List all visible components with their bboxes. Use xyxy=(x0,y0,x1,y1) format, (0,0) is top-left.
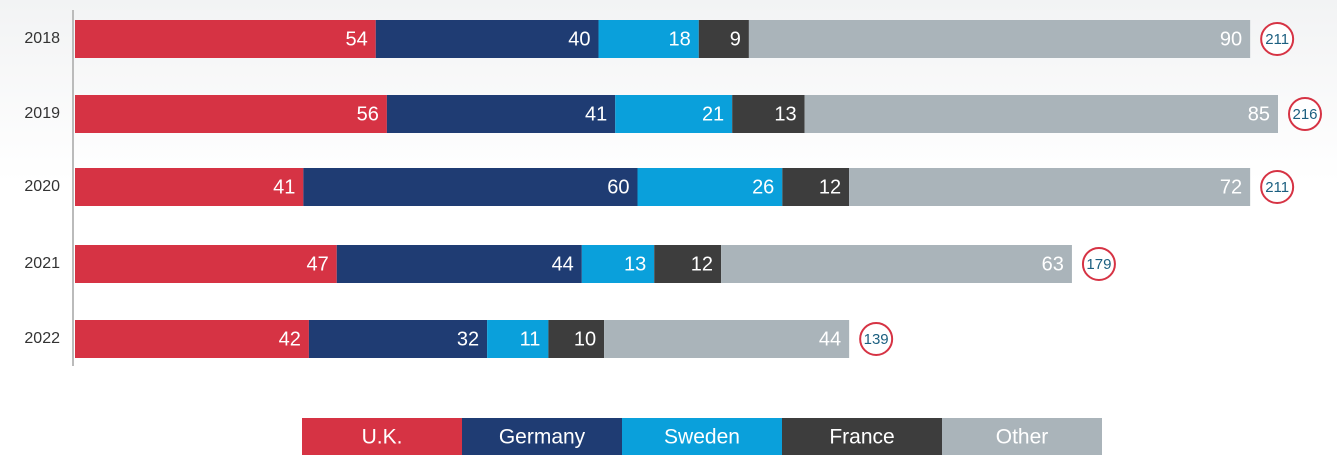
data-label: 13 xyxy=(624,253,646,275)
data-label: 26 xyxy=(752,176,774,198)
bar-segment xyxy=(654,245,722,283)
y-tick-label: 2022 xyxy=(24,330,60,347)
total-circle xyxy=(1288,97,1322,131)
legend-swatch xyxy=(462,418,622,455)
data-label: 56 xyxy=(357,103,379,125)
bar-segment xyxy=(804,95,1278,133)
legend-swatch xyxy=(782,418,942,455)
bar-segment xyxy=(615,95,733,133)
data-label: 54 xyxy=(346,28,368,50)
legend-label: Other xyxy=(996,426,1049,449)
data-label: 44 xyxy=(552,253,574,275)
data-label: 40 xyxy=(568,28,590,50)
data-label: 72 xyxy=(1220,176,1242,198)
data-label: 18 xyxy=(669,28,691,50)
total-label: 139 xyxy=(864,331,889,348)
bar-segment xyxy=(75,168,304,206)
legend-label: U.K. xyxy=(362,426,403,449)
data-label: 42 xyxy=(279,328,301,350)
y-tick-label: 2021 xyxy=(24,255,60,272)
legend-label: Sweden xyxy=(664,426,740,449)
data-label: 12 xyxy=(691,253,713,275)
bar-segment xyxy=(581,245,655,283)
bar-segment xyxy=(782,168,850,206)
data-label: 9 xyxy=(730,28,741,50)
bar-segment xyxy=(548,320,605,358)
data-label: 12 xyxy=(819,176,841,198)
bar-segment xyxy=(732,95,805,133)
legend-swatch xyxy=(942,418,1102,455)
data-label: 21 xyxy=(702,103,724,125)
data-label: 41 xyxy=(585,103,607,125)
data-label: 63 xyxy=(1042,253,1064,275)
total-label: 211 xyxy=(1265,179,1289,196)
data-label: 47 xyxy=(307,253,329,275)
bar-segment xyxy=(75,20,376,58)
data-label: 41 xyxy=(273,176,295,198)
bar-segment xyxy=(721,245,1072,283)
data-label: 44 xyxy=(819,328,841,350)
data-label: 85 xyxy=(1248,103,1270,125)
bar-segment xyxy=(849,168,1251,206)
y-tick-label: 2019 xyxy=(24,105,60,122)
bar-segment xyxy=(386,95,616,133)
total-label: 179 xyxy=(1086,256,1111,273)
data-label: 90 xyxy=(1220,28,1242,50)
data-label: 32 xyxy=(457,328,479,350)
bar-segment xyxy=(308,320,488,358)
y-tick-label: 2018 xyxy=(24,30,60,47)
data-label: 10 xyxy=(574,328,596,350)
bar-segment xyxy=(598,20,699,58)
data-label: 60 xyxy=(607,176,629,198)
legend-label: Germany xyxy=(499,426,586,449)
total-label: 211 xyxy=(1265,31,1289,48)
total-circle xyxy=(1260,22,1295,56)
bar-segment xyxy=(75,95,387,133)
y-tick-label: 2020 xyxy=(24,178,60,195)
legend-swatch xyxy=(622,418,782,455)
bar-segment xyxy=(75,245,337,283)
total-circle xyxy=(859,322,894,356)
legend-label: France xyxy=(829,426,894,449)
bar-segment xyxy=(303,168,638,206)
bar-segment xyxy=(487,320,549,358)
bar-segment xyxy=(336,245,582,283)
total-circle xyxy=(1260,170,1295,204)
data-label: 11 xyxy=(520,328,541,350)
bar-segment xyxy=(75,320,309,358)
bar-segment xyxy=(698,20,749,58)
bar-segment xyxy=(637,168,783,206)
total-circle xyxy=(1081,247,1116,281)
total-label: 216 xyxy=(1292,106,1317,123)
bar-segment xyxy=(375,20,599,58)
data-label: 13 xyxy=(774,103,796,125)
bar-segment xyxy=(604,320,850,358)
legend-swatch xyxy=(302,418,462,455)
bar-segment xyxy=(748,20,1251,58)
